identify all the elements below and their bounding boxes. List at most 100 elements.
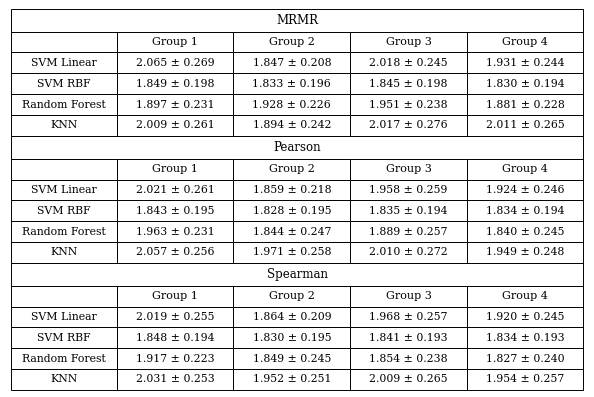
Bar xyxy=(350,369,467,390)
Text: Group 4: Group 4 xyxy=(503,164,548,174)
Bar xyxy=(233,306,350,328)
Bar xyxy=(350,52,467,73)
Bar xyxy=(350,328,467,348)
Text: Group 1: Group 1 xyxy=(152,164,198,174)
Text: 2.018 ± 0.245: 2.018 ± 0.245 xyxy=(369,58,448,68)
Bar xyxy=(116,369,233,390)
Text: 1.843 ± 0.195: 1.843 ± 0.195 xyxy=(136,206,214,216)
Text: 1.841 ± 0.193: 1.841 ± 0.193 xyxy=(369,333,448,343)
Text: 1.952 ± 0.251: 1.952 ± 0.251 xyxy=(252,374,331,384)
Text: 1.828 ± 0.195: 1.828 ± 0.195 xyxy=(252,206,331,216)
Bar xyxy=(11,221,116,242)
Text: 1.859 ± 0.218: 1.859 ± 0.218 xyxy=(252,185,331,195)
Text: 1.827 ± 0.240: 1.827 ± 0.240 xyxy=(486,354,564,364)
Bar xyxy=(350,200,467,221)
Bar xyxy=(116,115,233,136)
Text: Group 2: Group 2 xyxy=(269,164,315,174)
Text: 2.010 ± 0.272: 2.010 ± 0.272 xyxy=(369,247,448,257)
Bar xyxy=(233,73,350,94)
Text: Group 3: Group 3 xyxy=(386,291,432,301)
Bar xyxy=(350,286,467,306)
Text: 1.881 ± 0.228: 1.881 ± 0.228 xyxy=(486,100,565,110)
Bar xyxy=(467,115,583,136)
Bar xyxy=(116,306,233,328)
Text: 1.849 ± 0.198: 1.849 ± 0.198 xyxy=(136,79,214,89)
Bar xyxy=(467,94,583,115)
Bar xyxy=(11,369,116,390)
Text: 2.021 ± 0.261: 2.021 ± 0.261 xyxy=(135,185,214,195)
Text: 1.864 ± 0.209: 1.864 ± 0.209 xyxy=(252,312,331,322)
Text: Group 1: Group 1 xyxy=(152,37,198,47)
Text: KNN: KNN xyxy=(50,247,77,257)
Bar xyxy=(11,115,116,136)
Bar xyxy=(116,94,233,115)
Bar xyxy=(11,136,583,159)
Text: SVM Linear: SVM Linear xyxy=(31,185,97,195)
Text: 1.963 ± 0.231: 1.963 ± 0.231 xyxy=(135,227,214,237)
Text: 2.011 ± 0.265: 2.011 ± 0.265 xyxy=(486,120,564,130)
Text: 1.848 ± 0.194: 1.848 ± 0.194 xyxy=(136,333,214,343)
Text: Pearson: Pearson xyxy=(273,141,321,154)
Bar xyxy=(350,159,467,179)
Text: Random Forest: Random Forest xyxy=(22,100,106,110)
Text: 1.845 ± 0.198: 1.845 ± 0.198 xyxy=(369,79,448,89)
Bar xyxy=(116,221,233,242)
Text: Group 4: Group 4 xyxy=(503,37,548,47)
Bar xyxy=(350,32,467,52)
Text: 1.834 ± 0.194: 1.834 ± 0.194 xyxy=(486,206,564,216)
Bar xyxy=(233,348,350,369)
Bar xyxy=(11,73,116,94)
Bar xyxy=(233,328,350,348)
Text: Group 3: Group 3 xyxy=(386,164,432,174)
Bar xyxy=(233,179,350,200)
Text: Group 4: Group 4 xyxy=(503,291,548,301)
Text: 2.017 ± 0.276: 2.017 ± 0.276 xyxy=(369,120,448,130)
Bar xyxy=(467,159,583,179)
Text: SVM Linear: SVM Linear xyxy=(31,58,97,68)
Bar xyxy=(11,94,116,115)
Bar xyxy=(116,242,233,263)
Bar xyxy=(233,159,350,179)
Text: Group 3: Group 3 xyxy=(386,37,432,47)
Text: 1.968 ± 0.257: 1.968 ± 0.257 xyxy=(369,312,448,322)
Bar xyxy=(116,286,233,306)
Bar xyxy=(116,179,233,200)
Bar xyxy=(467,242,583,263)
Bar xyxy=(116,348,233,369)
Bar xyxy=(233,32,350,52)
Text: 1.917 ± 0.223: 1.917 ± 0.223 xyxy=(135,354,214,364)
Text: 2.057 ± 0.256: 2.057 ± 0.256 xyxy=(136,247,214,257)
Text: 1.833 ± 0.196: 1.833 ± 0.196 xyxy=(252,79,331,89)
Bar xyxy=(11,286,116,306)
Text: KNN: KNN xyxy=(50,120,77,130)
Text: 1.847 ± 0.208: 1.847 ± 0.208 xyxy=(252,58,331,68)
Text: Group 2: Group 2 xyxy=(269,291,315,301)
Text: 1.830 ± 0.195: 1.830 ± 0.195 xyxy=(252,333,331,343)
Bar xyxy=(467,348,583,369)
Bar xyxy=(11,179,116,200)
Text: 1.854 ± 0.238: 1.854 ± 0.238 xyxy=(369,354,448,364)
Text: 1.958 ± 0.259: 1.958 ± 0.259 xyxy=(369,185,448,195)
Bar xyxy=(350,348,467,369)
Bar xyxy=(233,221,350,242)
Text: 1.840 ± 0.245: 1.840 ± 0.245 xyxy=(486,227,564,237)
Text: SVM RBF: SVM RBF xyxy=(37,333,90,343)
Text: 1.894 ± 0.242: 1.894 ± 0.242 xyxy=(252,120,331,130)
Bar xyxy=(116,328,233,348)
Bar xyxy=(116,52,233,73)
Text: Random Forest: Random Forest xyxy=(22,227,106,237)
Text: Spearman: Spearman xyxy=(267,268,327,281)
Bar xyxy=(467,52,583,73)
Text: 1.931 ± 0.244: 1.931 ± 0.244 xyxy=(486,58,564,68)
Text: 1.844 ± 0.247: 1.844 ± 0.247 xyxy=(252,227,331,237)
Text: 1.834 ± 0.193: 1.834 ± 0.193 xyxy=(486,333,564,343)
Text: 2.031 ± 0.253: 2.031 ± 0.253 xyxy=(135,374,214,384)
Bar xyxy=(467,221,583,242)
Bar xyxy=(116,159,233,179)
Bar xyxy=(233,115,350,136)
Bar xyxy=(467,306,583,328)
Bar xyxy=(116,32,233,52)
Bar xyxy=(467,32,583,52)
Text: 2.065 ± 0.269: 2.065 ± 0.269 xyxy=(135,58,214,68)
Text: 1.849 ± 0.245: 1.849 ± 0.245 xyxy=(252,354,331,364)
